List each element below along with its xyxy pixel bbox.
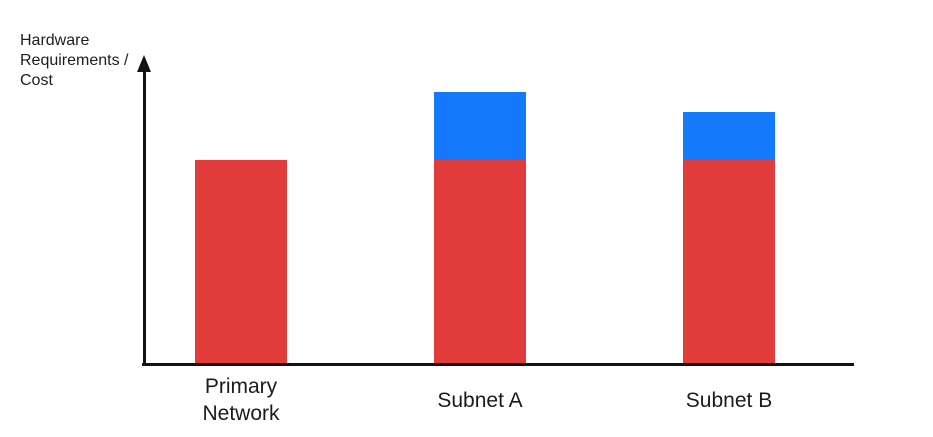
y-axis-label: Hardware Requirements / Cost [20, 32, 129, 89]
bar-segment-blue-additional-requirement [683, 112, 775, 160]
bar-subnet-b [683, 112, 775, 363]
y-axis-arrowhead-icon [137, 55, 151, 72]
bar-segment-red-base-requirement [434, 160, 526, 363]
y-axis-line [143, 66, 146, 366]
category-label: Subnet B [685, 388, 773, 412]
x-axis-line [142, 363, 854, 366]
bar-subnet-a [434, 92, 526, 363]
bar-segment-red-base-requirement [195, 160, 287, 363]
bar-segment-blue-additional-requirement [434, 92, 526, 160]
bar-segment-red-base-requirement [683, 160, 775, 363]
bar-primary-network [195, 160, 287, 363]
category-label: Primary Network [202, 375, 280, 425]
category-label: Subnet A [437, 388, 523, 412]
